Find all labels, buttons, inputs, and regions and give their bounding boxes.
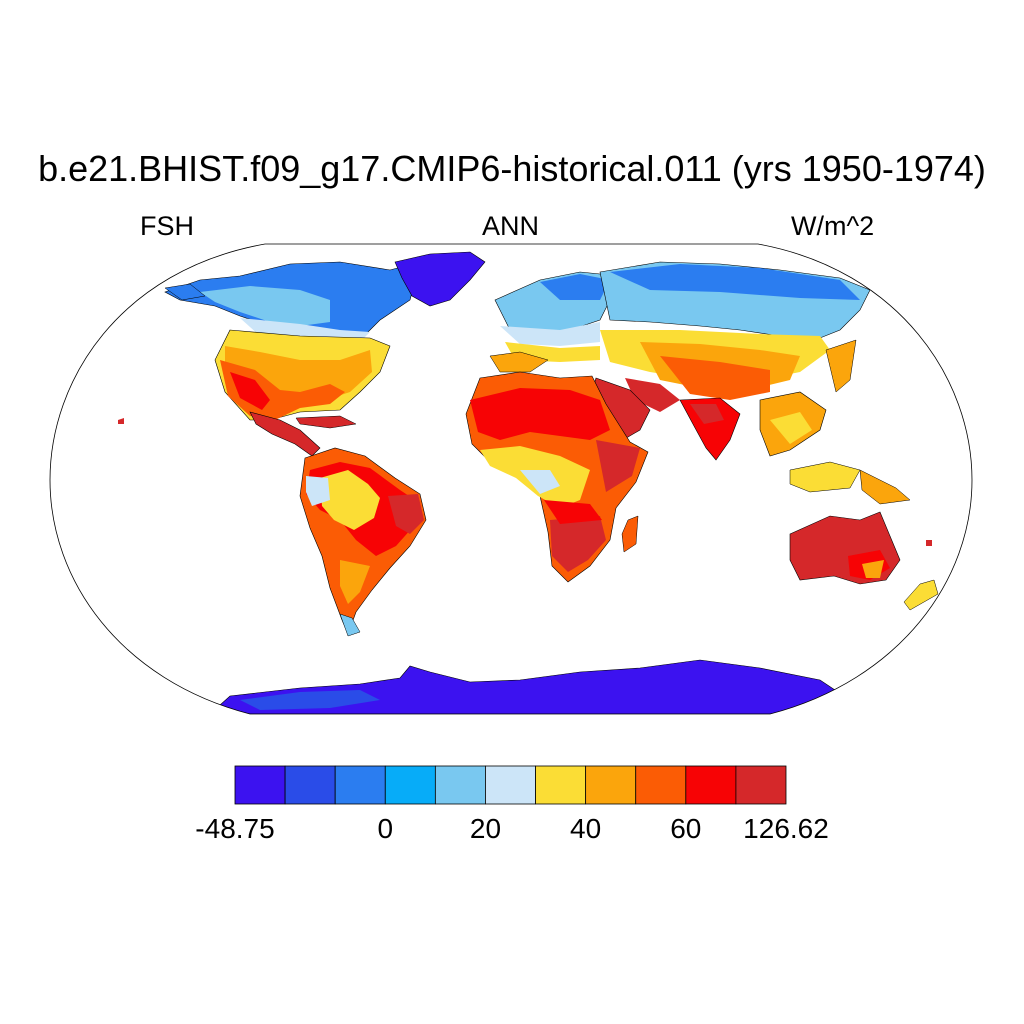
greenland-region [394, 251, 486, 307]
australia-region [789, 511, 901, 585]
map-title: b.e21.BHIST.f09_g17.CMIP6-historical.011… [38, 148, 986, 189]
colorbar-tick-label: 20 [469, 813, 502, 844]
colorbar-tick-label: 60 [670, 813, 702, 844]
colorbar-box [284, 765, 336, 805]
season-label: ANN [482, 211, 540, 241]
variable-label: FSH [140, 211, 194, 241]
colorbar-box [685, 765, 737, 805]
colorbar-box [485, 765, 536, 805]
colorbar-box [735, 765, 787, 805]
colorbar-box [384, 765, 436, 805]
colorbar-box [334, 765, 386, 805]
map-contents [118, 251, 939, 714]
colorbar-box [234, 765, 286, 805]
colorbar-box [535, 765, 587, 805]
colorbar-box [635, 765, 687, 805]
colorbar-tick-label: 0 [377, 813, 394, 844]
india-region [679, 397, 741, 461]
colorbar-tick-label: 40 [570, 813, 602, 844]
colorbar-tick-label: 126.62 [743, 813, 829, 844]
map-boundary [49, 243, 973, 715]
units-label: W/m^2 [791, 211, 875, 241]
colorbar-tick-label: -48.75 [195, 813, 275, 844]
colorbar-box [434, 765, 486, 805]
colorbar-box [585, 765, 637, 805]
colorbar [234, 765, 787, 805]
